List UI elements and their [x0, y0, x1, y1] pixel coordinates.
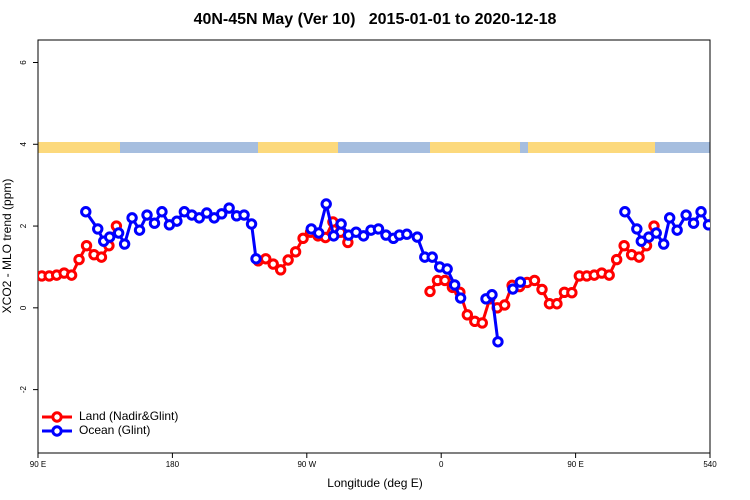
land-strip	[258, 142, 338, 153]
data-point	[156, 206, 168, 218]
data-point	[112, 227, 125, 239]
legend-marker	[51, 425, 63, 437]
data-point	[238, 209, 250, 221]
data-point	[80, 206, 92, 218]
data-point	[486, 289, 498, 301]
data-point	[695, 206, 707, 218]
data-point	[327, 230, 340, 242]
x-tick-label: 0	[439, 460, 444, 469]
land-strip	[38, 142, 120, 153]
data-point	[65, 269, 78, 281]
data-point	[658, 238, 670, 250]
data-point	[551, 298, 563, 310]
data-point	[498, 299, 511, 311]
data-point	[223, 202, 235, 214]
x-tick-label: 540	[703, 460, 717, 469]
data-point	[619, 206, 631, 218]
land-sea-strip	[38, 142, 710, 153]
data-point	[103, 231, 116, 243]
data-point	[650, 227, 662, 239]
data-point	[528, 274, 541, 287]
data-point	[702, 219, 710, 231]
data-point	[461, 309, 474, 321]
data-point	[148, 217, 161, 229]
data-point	[274, 264, 287, 276]
y-tick-label: -2	[19, 386, 28, 394]
data-point	[680, 209, 692, 221]
data-point	[193, 212, 205, 224]
x-tick-label: 90 E	[30, 460, 46, 469]
data-point	[633, 251, 645, 263]
x-axis-label: Longitude (deg E)	[327, 476, 422, 490]
data-point	[603, 269, 615, 281]
y-tick-label: 6	[19, 60, 28, 65]
data-point	[171, 215, 183, 227]
data-point	[507, 283, 519, 295]
legend-marker	[51, 411, 63, 423]
data-point	[566, 287, 578, 299]
x-tick-label: 180	[166, 460, 180, 469]
data-point	[313, 227, 325, 239]
chart-title: 40N-45N May (Ver 10) 2015-01-01 to 2020-…	[194, 11, 557, 28]
land-strip	[528, 142, 655, 153]
legend-label: Land (Nadir&Glint)	[79, 409, 178, 423]
data-point	[201, 207, 213, 219]
data-point	[514, 276, 527, 288]
data-point	[215, 208, 228, 220]
data-point	[441, 263, 453, 275]
y-axis-label: XCO2 - MLO trend (ppm)	[0, 179, 14, 314]
data-point	[335, 218, 347, 230]
y-tick-label: 4	[19, 141, 28, 146]
data-point	[448, 279, 461, 291]
data-point	[250, 253, 262, 265]
y-tick-label: 2	[19, 223, 28, 228]
data-point	[424, 285, 436, 298]
data-point	[439, 274, 451, 287]
data-point	[118, 238, 131, 250]
data-point	[401, 228, 413, 240]
y-tick-label: 0	[19, 305, 28, 310]
x-tick-label: 90 E	[567, 460, 583, 469]
x-tick-label: 90 W	[297, 460, 316, 469]
data-point	[320, 198, 332, 210]
land-strip	[430, 142, 520, 153]
ocean-strip	[38, 142, 710, 153]
data-point	[618, 239, 630, 252]
data-point	[92, 223, 104, 235]
data-point	[663, 212, 676, 224]
data-point	[245, 218, 258, 230]
data-point	[536, 283, 548, 296]
data-point	[411, 231, 424, 243]
data-point	[141, 209, 153, 221]
data-point	[476, 317, 488, 329]
legend-label: Ocean (Glint)	[79, 423, 150, 437]
data-point	[289, 246, 302, 258]
data-point	[282, 254, 294, 266]
data-point	[297, 232, 309, 245]
plot-frame	[37, 39, 711, 454]
data-point	[372, 223, 385, 235]
data-point	[357, 230, 370, 242]
series	[80, 198, 710, 348]
data-point	[426, 251, 438, 263]
data-point	[80, 239, 93, 252]
data-point	[267, 258, 279, 270]
data-point	[610, 253, 623, 266]
data-point	[126, 212, 138, 224]
data-point	[492, 336, 504, 348]
data-point	[631, 223, 643, 235]
data-point	[454, 292, 467, 304]
data-point	[133, 224, 146, 236]
data-point	[671, 224, 683, 236]
data-point	[687, 217, 700, 229]
data-point	[73, 253, 85, 266]
data-point	[95, 251, 108, 263]
